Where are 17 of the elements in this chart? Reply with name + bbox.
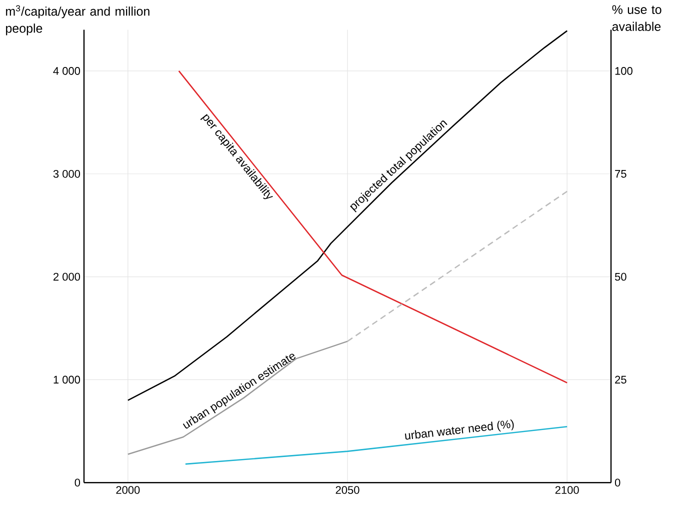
y2-tick-label: 25 [615,376,626,384]
x-tick-label: 2000 [116,486,140,494]
x-tick-label: 2050 [336,486,360,494]
line-series [127,340,348,455]
y-axis-title: m$^{3}$/capita/year and million people [6,5,150,36]
y-tick-label: 1 000 [54,376,80,384]
y-tick-label: 3 000 [53,170,80,178]
y2-axis-title: % use to available [612,5,662,31]
y2-tick-label: 75 [615,170,626,178]
y-tick-label: 4 000 [53,67,80,75]
y-tick-label: 0 [74,478,80,486]
y2-tick-label: 100 [615,67,632,75]
x-tick-label: 2100 [555,486,579,494]
y2-tick-label: 0 [614,478,620,486]
y2-tick-label: 50 [614,272,626,281]
text: urban water need (%) [404,419,514,440]
y-tick-label: 2 000 [54,272,80,281]
